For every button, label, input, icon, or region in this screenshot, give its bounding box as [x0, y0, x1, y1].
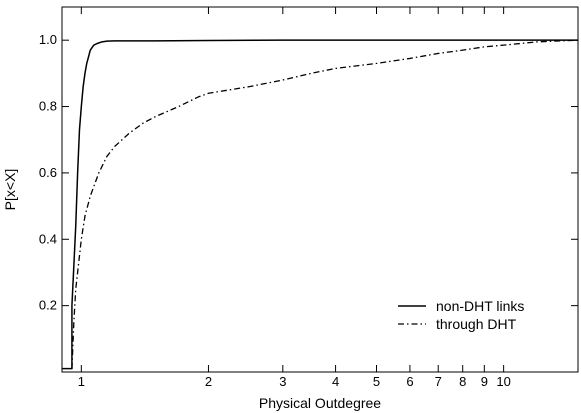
plot-frame	[61, 6, 579, 373]
x-axis-ticks: 1 2 3 4 5 6 7 8 9 10	[78, 7, 511, 389]
series-line-through-dht	[71, 39, 579, 369]
x-tick-label: 6	[406, 374, 413, 389]
x-tick-label: 4	[332, 374, 339, 389]
y-tick-label: 0.6	[39, 165, 57, 180]
x-tick-label: 10	[496, 374, 510, 389]
legend-label-through-dht: through DHT	[436, 316, 517, 332]
y-axis-ticks: 0.2 0.4 0.6 0.8 1.0	[39, 32, 578, 313]
series-line-non-dht-links	[62, 39, 578, 370]
x-tick-label: 5	[373, 374, 380, 389]
x-tick-label: 8	[459, 374, 466, 389]
x-tick-label: 7	[435, 374, 442, 389]
legend: non-DHT links through DHT	[398, 298, 524, 332]
plot-area: 1 2 3 4 5 6 7 8 9 10 0.2 0.4 0.6 0.8 1.0	[39, 6, 579, 389]
x-axis-label: Physical Outdegree	[259, 395, 381, 411]
x-tick-label: 9	[481, 374, 488, 389]
y-tick-label: 0.4	[39, 231, 57, 246]
x-tick-label: 3	[279, 374, 286, 389]
legend-label-non-dht-links: non-DHT links	[436, 298, 524, 314]
y-tick-label: 0.8	[39, 99, 57, 114]
y-axis-label: P[x<X]	[2, 169, 18, 211]
y-tick-label: 1.0	[39, 32, 57, 47]
x-tick-label: 2	[205, 374, 212, 389]
y-tick-label: 0.2	[39, 298, 57, 313]
x-tick-label: 1	[78, 374, 85, 389]
series-layer	[62, 39, 579, 370]
